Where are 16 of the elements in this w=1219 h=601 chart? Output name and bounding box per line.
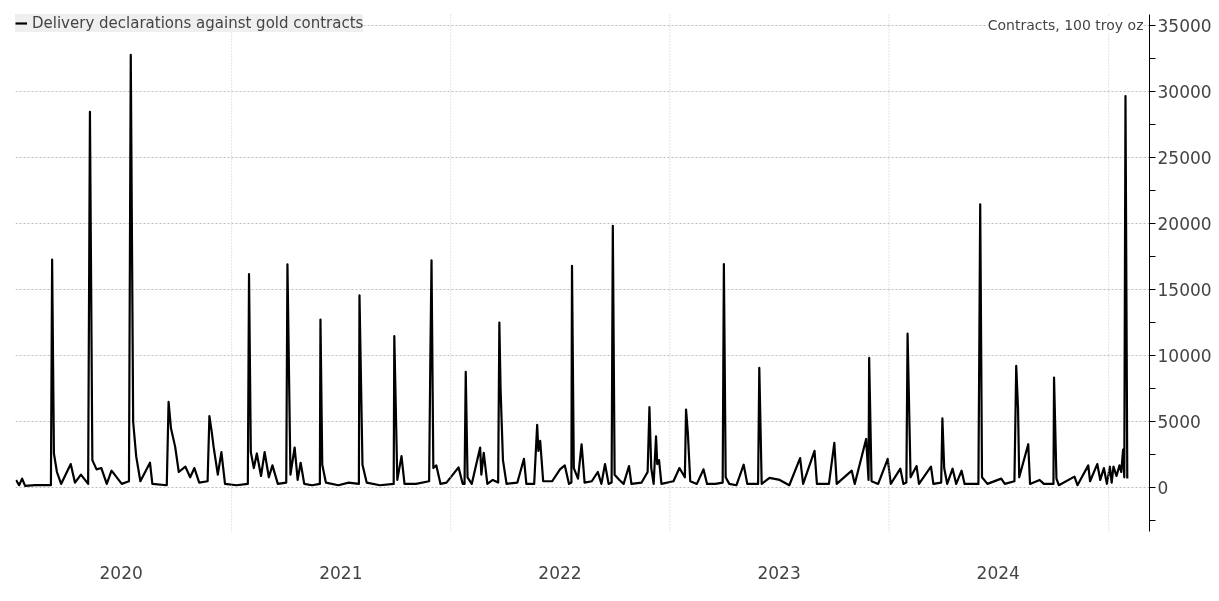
y-tick-label: 10000 (1157, 346, 1212, 367)
x-tick-label: 2022 (538, 562, 582, 583)
y-tick-label: 30000 (1157, 81, 1212, 102)
x-tick-label: 2023 (757, 562, 801, 583)
x-tick-label: 2020 (99, 562, 143, 583)
x-tick-label: 2021 (319, 562, 363, 583)
y-tick-label: 5000 (1157, 412, 1201, 433)
x-tick-label: 2024 (976, 562, 1020, 583)
y-tick-label: 35000 (1157, 15, 1212, 36)
y-tick-label: 15000 (1157, 280, 1212, 301)
y-tick-label: 25000 (1157, 147, 1212, 168)
legend-label: Delivery declarations against gold contracts (32, 14, 364, 32)
y-tick-label: 0 (1157, 478, 1169, 499)
line-series (15, 53, 1129, 487)
y-tick-label: 20000 (1157, 213, 1212, 234)
y-axis-title: Contracts, 100 troy oz (987, 17, 1144, 34)
